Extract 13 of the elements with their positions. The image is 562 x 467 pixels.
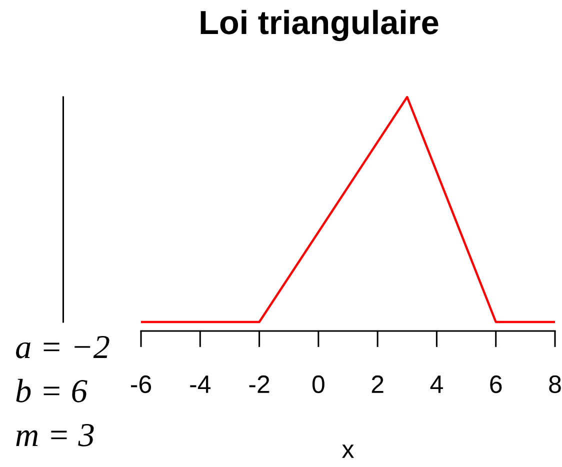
x-tick-label: 4	[430, 376, 443, 393]
x-tick-label: -2	[249, 375, 270, 393]
x-axis-title: x	[342, 444, 354, 458]
x-tick-label: 2	[372, 375, 384, 393]
x-tick-label: 0	[312, 375, 324, 394]
x-tick-label: -4	[190, 376, 211, 393]
x-tick-label: 8	[549, 375, 561, 394]
chart-title: Loi triangulaire	[200, 10, 438, 42]
x-tick-label: -6	[130, 375, 152, 394]
text: m = 3	[16, 424, 94, 446]
text: a = −2	[16, 336, 110, 358]
x-tick-label: 6	[490, 375, 502, 394]
text: b = 6	[16, 378, 88, 402]
